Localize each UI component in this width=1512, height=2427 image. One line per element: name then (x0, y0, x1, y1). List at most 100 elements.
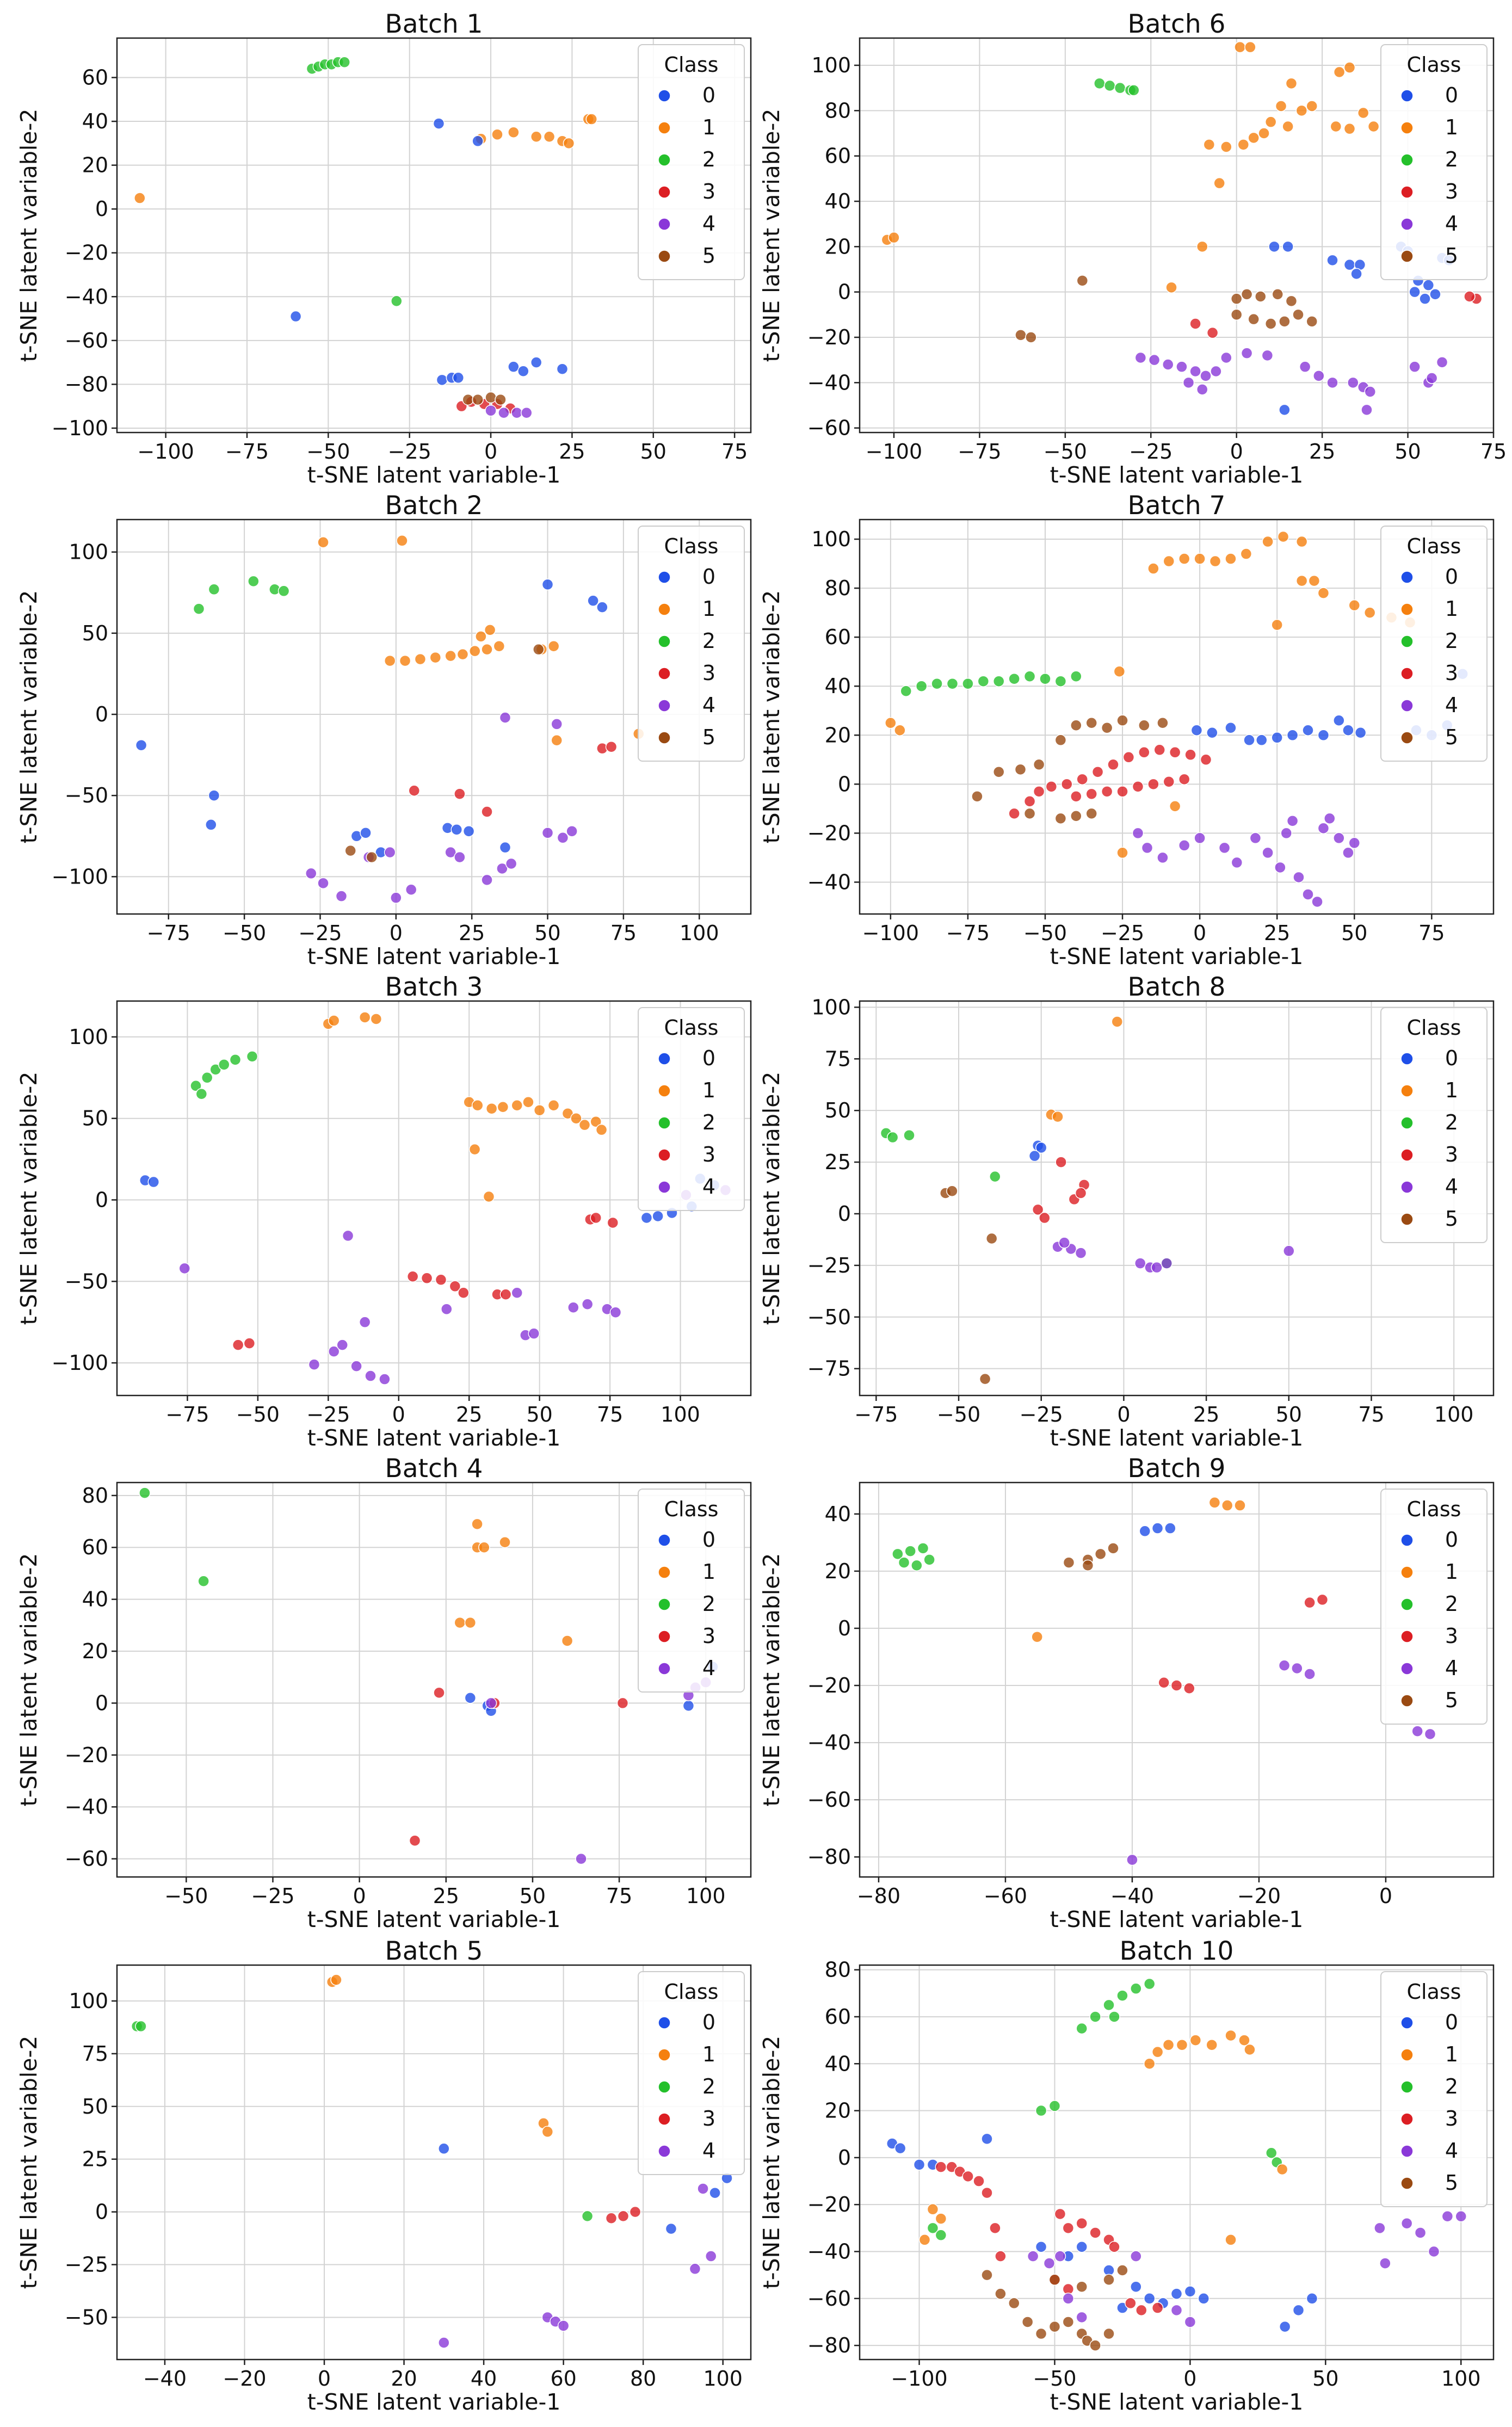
legend-title: Class (1407, 53, 1461, 77)
point-class-5 (985, 1232, 998, 1245)
point-class-1 (484, 624, 496, 636)
y-tick-label: −40 (65, 1795, 108, 1819)
x-tick-label: 100 (680, 921, 719, 945)
x-tick-label: −25 (1129, 440, 1172, 464)
y-tick-label: −20 (807, 821, 851, 845)
point-class-0 (1198, 2293, 1210, 2305)
point-class-2 (1103, 79, 1116, 92)
y-tick-label: −60 (807, 2287, 851, 2311)
point-class-3 (1108, 2241, 1120, 2253)
point-class-1 (134, 192, 146, 204)
point-class-4 (1178, 839, 1190, 851)
panel-title: Batch 9 (1128, 1454, 1226, 1484)
x-axis-label: t-SNE latent variable-1 (307, 1425, 561, 1451)
x-tick-label: 75 (610, 921, 637, 945)
x-tick-label: −20 (223, 2367, 266, 2391)
point-class-0 (452, 372, 465, 384)
legend-marker-class-1 (658, 2048, 671, 2061)
point-class-1 (1295, 104, 1308, 117)
point-class-1 (1178, 553, 1190, 565)
point-class-4 (1062, 2293, 1075, 2305)
point-class-2 (1116, 1990, 1128, 2002)
x-tick-label: 25 (559, 440, 585, 464)
point-class-0 (1342, 724, 1354, 737)
point-class-4 (1274, 861, 1286, 874)
panel-batch-1: −100 −75 −50 −25 0 25 50 75−100−80−60−40−200204… (16, 9, 752, 488)
point-class-4 (454, 851, 466, 863)
point-class-5 (1255, 291, 1267, 302)
point-class-3 (1045, 781, 1058, 793)
point-class-1 (1225, 2234, 1237, 2246)
x-tick-label: 75 (606, 1884, 632, 1908)
legend-box (1380, 1007, 1488, 1243)
legend-marker-class-0 (658, 1534, 671, 1547)
point-class-1 (1151, 2046, 1164, 2058)
legend-title: Class (1407, 534, 1461, 558)
x-tick-label: 0 (392, 1403, 405, 1426)
point-class-1 (359, 1011, 371, 1023)
point-class-2 (915, 680, 928, 692)
point-class-4 (551, 718, 563, 730)
x-tick-label: −75 (165, 1403, 209, 1426)
legend-label-class-0: 0 (702, 83, 715, 107)
legend-label-class-5: 5 (702, 725, 715, 749)
x-tick-label: 75 (597, 1403, 623, 1426)
legend-label-class-3: 3 (1445, 180, 1458, 203)
legend-marker-class-1 (1400, 1084, 1414, 1097)
point-class-1 (1248, 132, 1260, 144)
point-class-4 (498, 407, 510, 419)
point-class-2 (1108, 2011, 1120, 2023)
legend-marker-class-4 (1400, 699, 1414, 712)
point-class-1 (1240, 548, 1252, 560)
x-tick-label: 75 (1418, 921, 1445, 945)
point-class-0 (1306, 2293, 1318, 2305)
point-class-1 (522, 1096, 534, 1108)
point-class-2 (946, 677, 959, 690)
point-class-0 (1317, 729, 1330, 742)
point-class-3 (1147, 778, 1159, 791)
legend-marker-class-3 (1400, 1630, 1414, 1643)
point-class-1 (1238, 2034, 1250, 2046)
legend-title: Class (664, 53, 719, 77)
legend-marker-class-1 (1400, 1566, 1414, 1579)
panel-batch-4: −50 −25 0 25 50 75 100−60−40−20020406080Batch … (16, 1454, 752, 1932)
point-class-1 (1258, 127, 1270, 139)
point-class-4 (1361, 404, 1373, 416)
point-class-5 (971, 791, 983, 802)
point-class-2 (198, 1575, 209, 1587)
legend-box (638, 526, 745, 762)
point-class-5 (1035, 2327, 1047, 2340)
point-class-4 (1379, 2257, 1391, 2269)
plot-frame (116, 1481, 752, 1878)
legend-marker-class-0 (658, 1052, 671, 1065)
legend-marker-class-4 (1400, 1662, 1414, 1675)
point-class-4 (1374, 2222, 1386, 2234)
x-tick-label: 50 (526, 1403, 552, 1426)
y-tick-label: −100 (52, 864, 108, 888)
legend-label-class-0: 0 (1445, 1528, 1458, 1552)
point-class-3 (1169, 746, 1181, 758)
point-class-5 (1008, 2297, 1020, 2309)
point-class-4 (1293, 871, 1305, 884)
point-class-4 (178, 1262, 191, 1275)
point-class-5 (1306, 316, 1318, 328)
point-class-5 (1116, 714, 1128, 727)
point-class-3 (454, 788, 466, 800)
point-class-1 (551, 734, 563, 746)
point-class-0 (1256, 734, 1268, 746)
point-class-5 (1103, 2327, 1115, 2340)
point-class-4 (1364, 386, 1377, 398)
point-class-3 (605, 2212, 618, 2224)
x-tick-label: −100 (862, 921, 919, 945)
point-class-1 (530, 131, 542, 143)
point-class-1 (1271, 619, 1283, 631)
point-class-3 (1189, 318, 1201, 330)
panel-title: Batch 5 (385, 1936, 483, 1966)
y-tick-label: 25 (825, 1150, 851, 1174)
legend-label-class-3: 3 (1445, 661, 1458, 685)
legend-marker-class-5 (658, 731, 671, 744)
y-tick-label: −20 (65, 1743, 108, 1767)
point-class-0 (1225, 722, 1237, 734)
point-class-2 (1070, 670, 1082, 682)
